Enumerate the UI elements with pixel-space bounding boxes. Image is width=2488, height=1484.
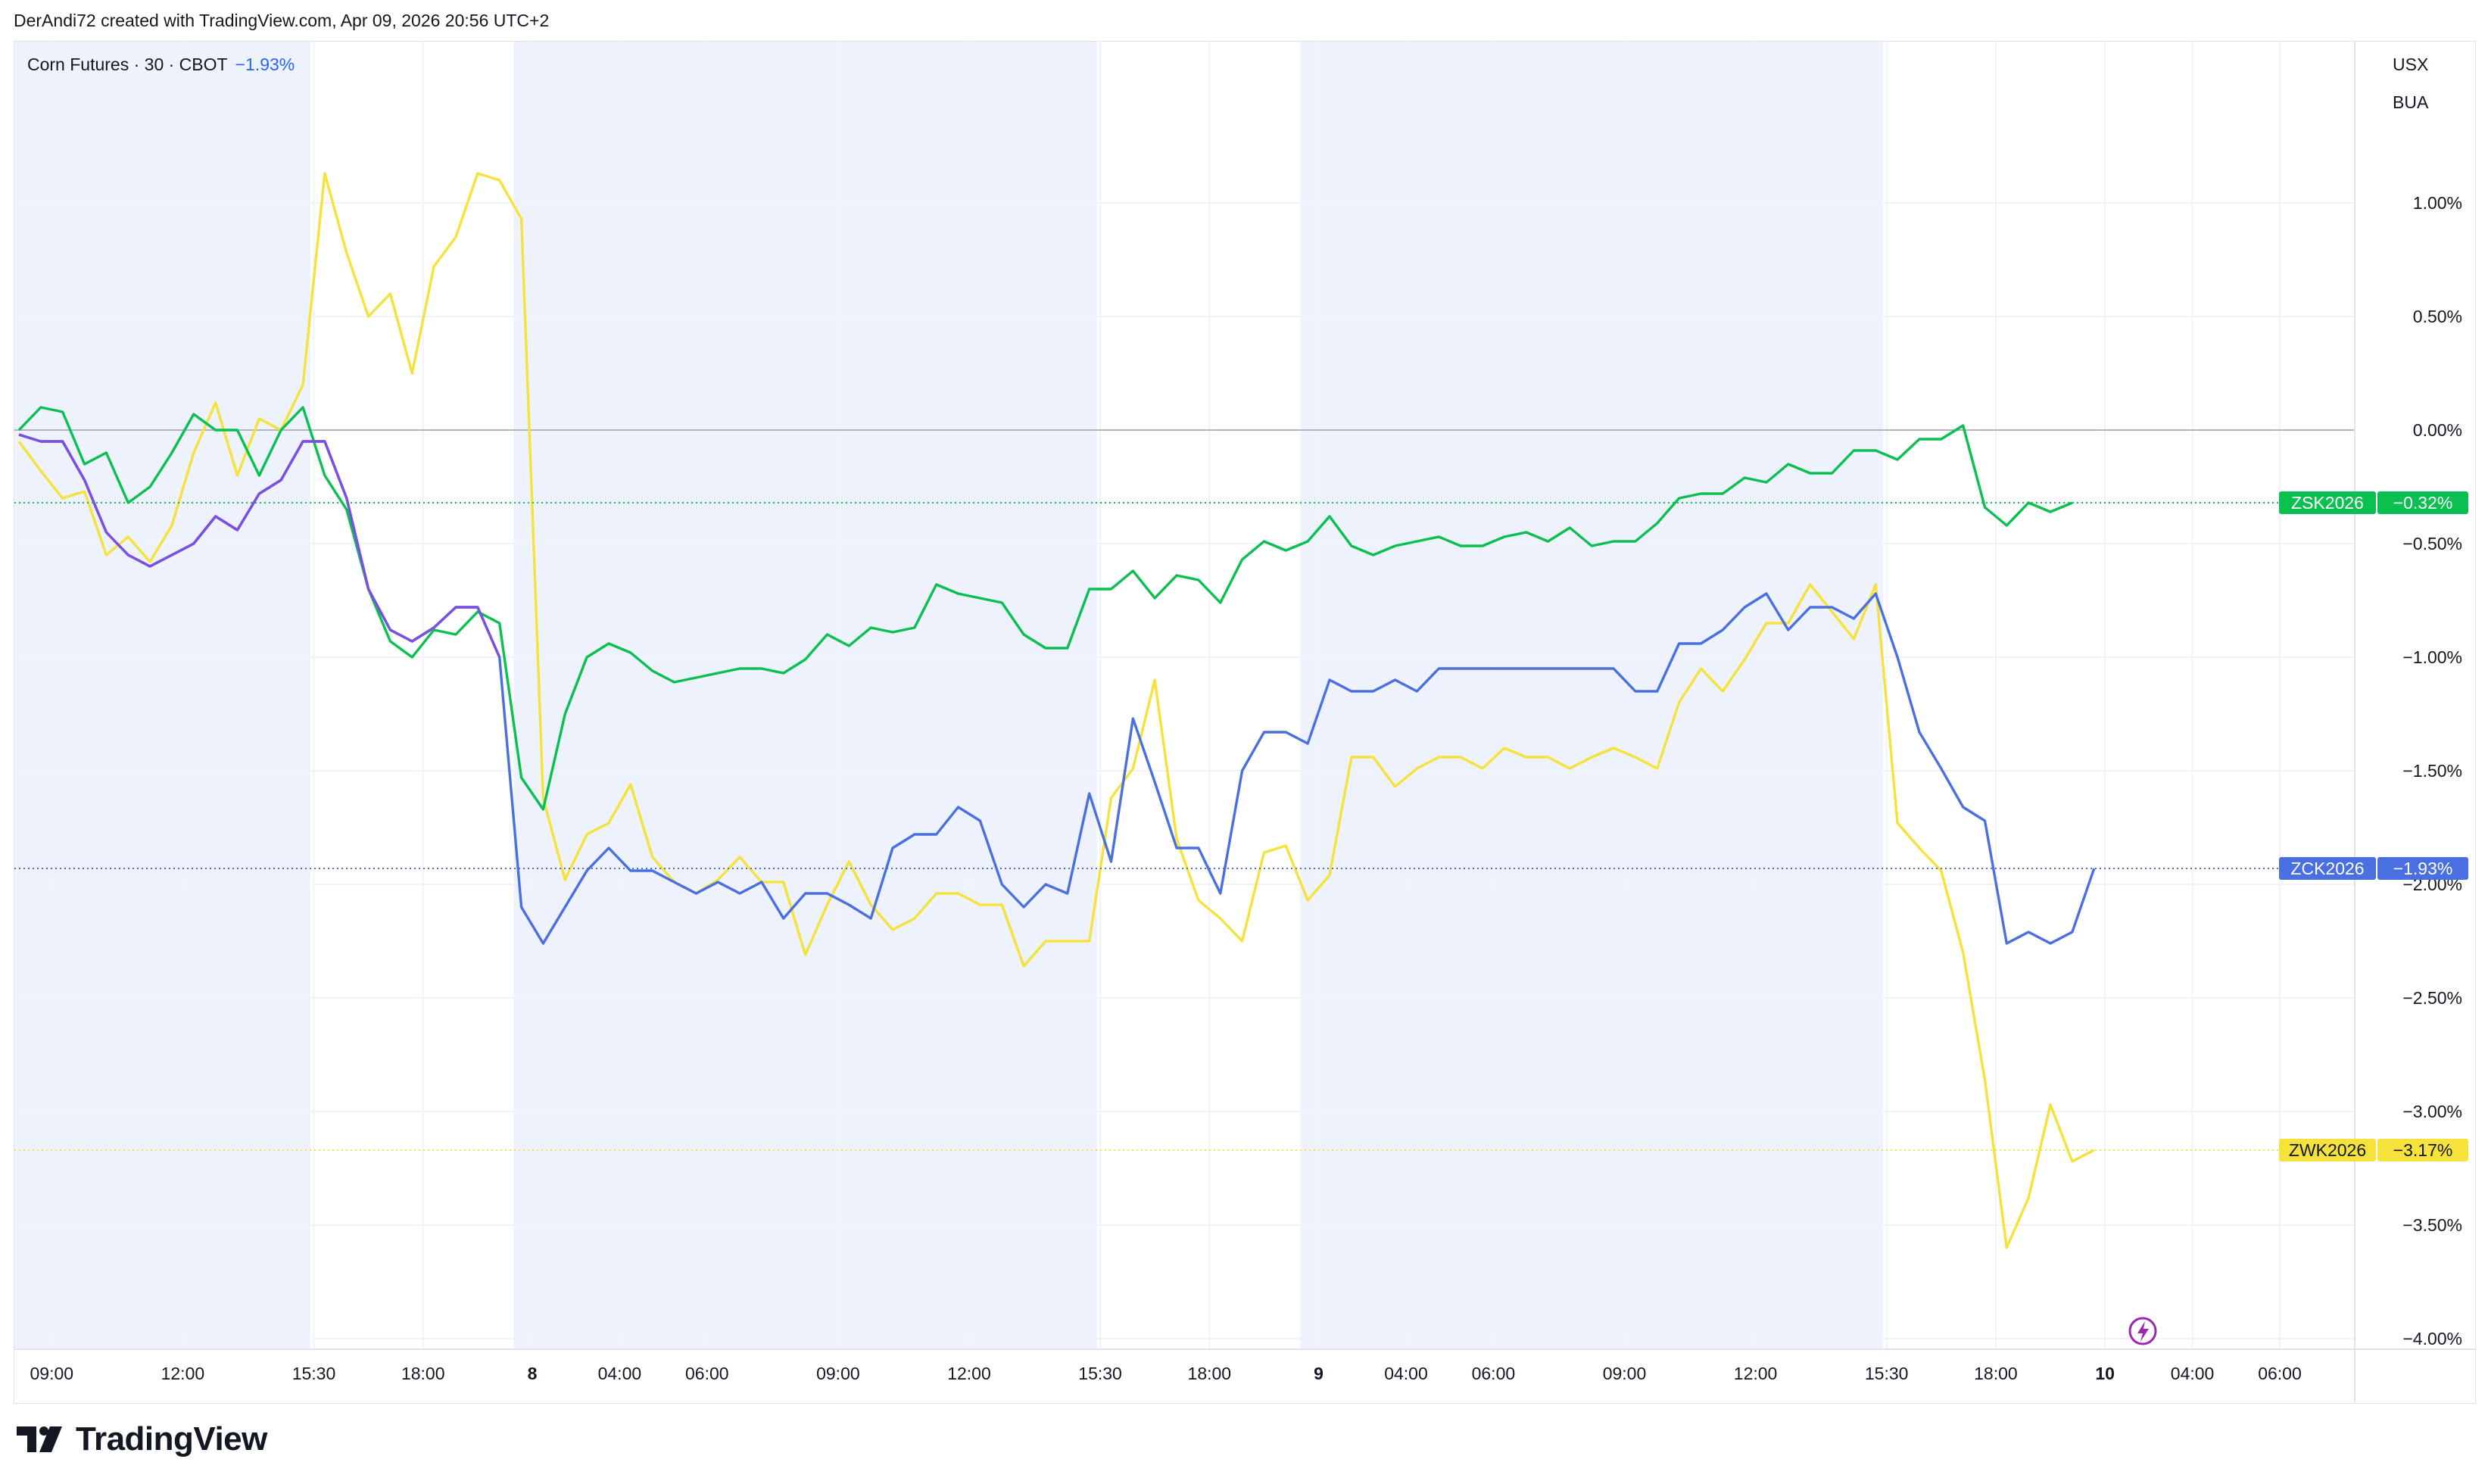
y-tick-label: −4.00%	[2402, 1329, 2462, 1348]
x-tick-label: 09:00	[1603, 1364, 1647, 1383]
attribution-text: DerAndi72 created with TradingView.com, …	[14, 11, 550, 30]
y-tick-label: −2.50%	[2402, 988, 2462, 1008]
x-tick-label: 04:00	[598, 1364, 642, 1383]
tradingview-logo[interactable]: TradingView	[17, 1420, 267, 1458]
symbol-tag-bg	[2279, 1139, 2376, 1161]
x-tick-label: 12:00	[1734, 1364, 1778, 1383]
lightning-icon[interactable]	[2128, 1317, 2157, 1345]
series-lines	[17, 172, 2096, 1249]
value-tag-label: −3.17%	[2393, 1140, 2453, 1160]
grid	[14, 42, 2476, 1402]
x-tick-label: 10	[2095, 1364, 2115, 1383]
unit-label-bua[interactable]: BUA	[2393, 92, 2429, 112]
symbol-tag-bg	[2279, 857, 2376, 880]
x-tick-label: 15:30	[1078, 1364, 1122, 1383]
x-tick-label: 06:00	[685, 1364, 729, 1383]
value-tag-bg	[2377, 491, 2468, 514]
tradingview-logo-icon	[17, 1426, 62, 1452]
value-tag-bg	[2377, 857, 2468, 880]
y-axis[interactable]: 1.00%0.50%0.00%−0.50%−1.00%−1.50%−2.00%−…	[2402, 193, 2462, 1348]
x-tick-label: 12:00	[947, 1364, 991, 1383]
x-tick-label: 15:30	[292, 1364, 336, 1383]
legend-change: −1.93%	[235, 55, 295, 74]
x-tick-label: 18:00	[401, 1364, 445, 1383]
x-tick-label: 06:00	[2258, 1364, 2302, 1383]
session-band	[1300, 42, 1884, 1349]
x-axis[interactable]: 09:00 12:00 15:30 18:00 8 04:00 06:00 09:00 12:0…	[30, 1364, 2301, 1383]
session-shading	[14, 42, 1884, 1349]
x-tick-label: 9	[1314, 1364, 1324, 1383]
last-value-tags: ZSK2026 −0.32% ZCK2026 −1.93% ZWK2026 −3.17%	[14, 491, 2468, 1161]
unit-label-usx[interactable]: USX	[2393, 55, 2429, 74]
x-tick-label: 09:00	[816, 1364, 860, 1383]
x-tick-label: 06:00	[1472, 1364, 1516, 1383]
y-tick-label: −3.50%	[2402, 1215, 2462, 1235]
series-line-zwk2026	[17, 172, 2095, 1249]
y-tick-label: 1.00%	[2413, 193, 2462, 213]
x-tick-label: 18:00	[1188, 1364, 1232, 1383]
symbol-tag-label: ZSK2026	[2291, 493, 2364, 513]
x-tick-label: 8	[528, 1364, 538, 1383]
symbol-tag-bg	[2279, 491, 2376, 514]
x-tick-label: 04:00	[1384, 1364, 1428, 1383]
value-tag-label: −1.93%	[2393, 859, 2453, 878]
session-band	[513, 42, 1097, 1349]
x-tick-label: 18:00	[1974, 1364, 2018, 1383]
series-line-zck2026-early	[18, 433, 501, 658]
y-tick-label: −0.50%	[2402, 534, 2462, 553]
y-tick-label: −3.00%	[2402, 1102, 2462, 1121]
value-tag-label: −0.32%	[2393, 493, 2453, 513]
x-tick-label: 15:30	[1865, 1364, 1909, 1383]
x-tick-label: 04:00	[2171, 1364, 2215, 1383]
tradingview-logo-text: TradingView	[76, 1420, 267, 1458]
y-tick-label: 0.50%	[2413, 307, 2462, 326]
y-tick-label: 0.00%	[2413, 420, 2462, 440]
x-tick-label: 12:00	[161, 1364, 205, 1383]
x-tick-label: 09:00	[30, 1364, 73, 1383]
y-tick-label: −1.00%	[2402, 647, 2462, 667]
value-tag-bg	[2377, 1139, 2468, 1161]
chart-frame[interactable]	[14, 41, 2476, 1404]
y-tick-label: −1.50%	[2402, 761, 2462, 781]
symbol-tag-label: ZWK2026	[2289, 1140, 2366, 1160]
symbol-tag-label: ZCK2026	[2290, 859, 2364, 878]
session-band	[14, 42, 311, 1349]
legend-symbol[interactable]: Corn Futures · 30 · CBOT	[27, 55, 228, 74]
chart-legend[interactable]: Corn Futures · 30 · CBOT −1.93%	[27, 55, 295, 75]
